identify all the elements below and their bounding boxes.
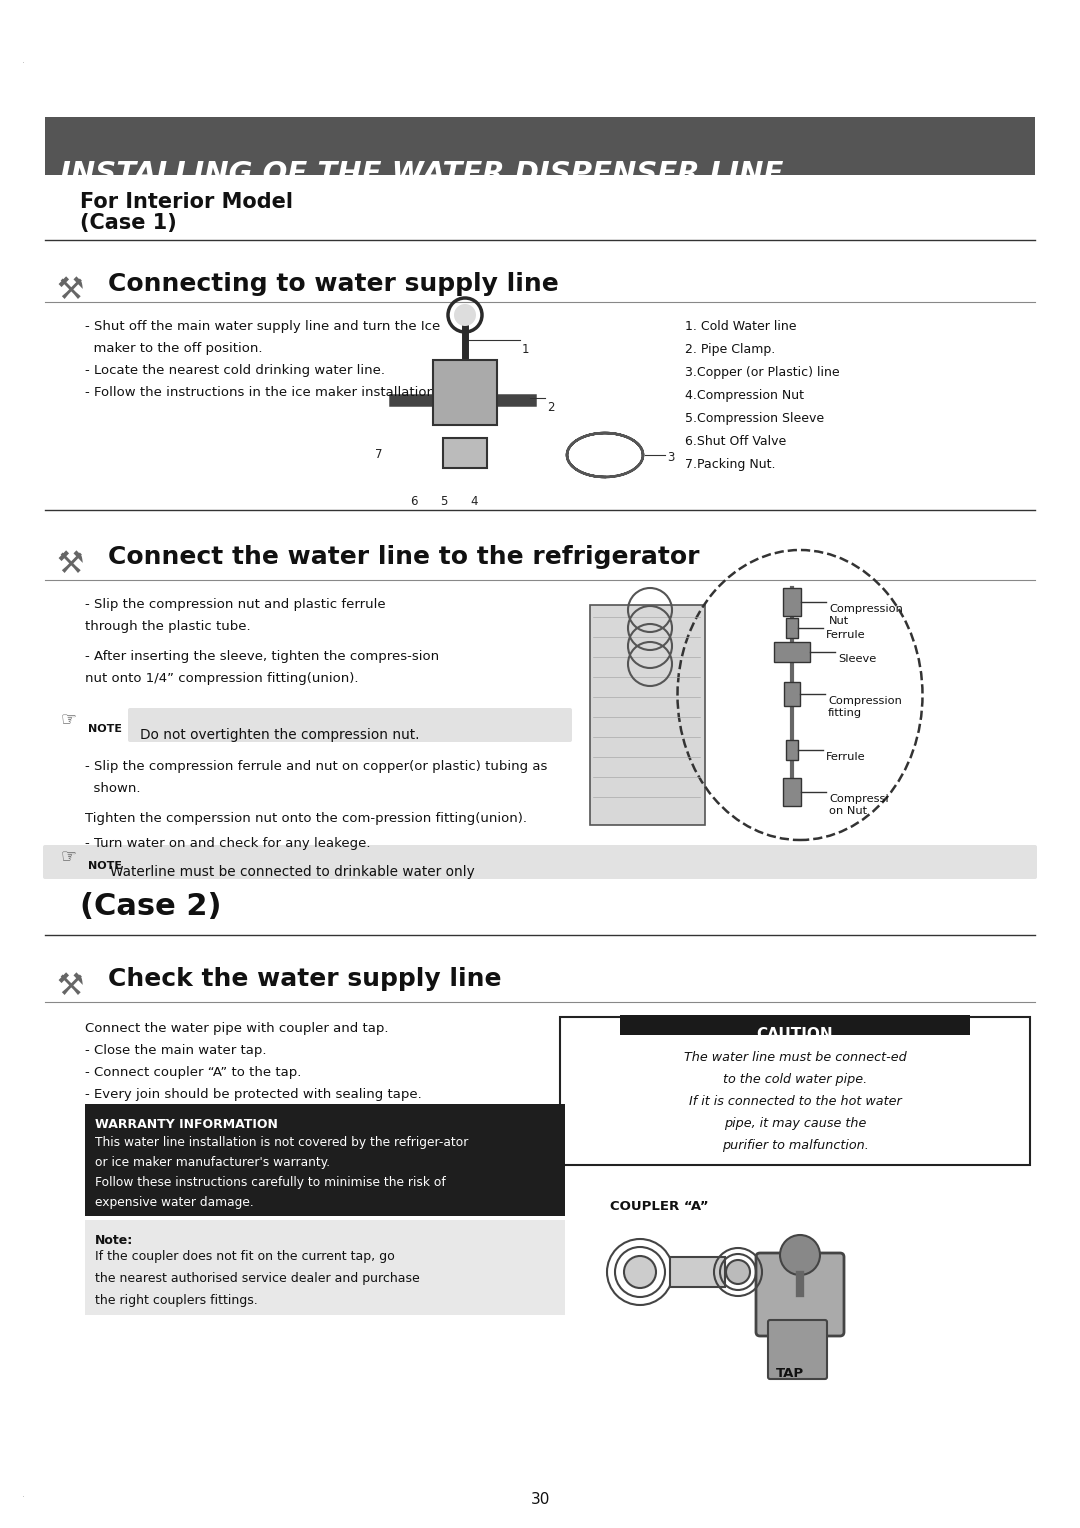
Text: NOTE: NOTE: [87, 724, 122, 733]
Circle shape: [780, 1235, 820, 1274]
Text: ⚒: ⚒: [56, 277, 83, 306]
Text: Waterline must be connected to drinkable water only: Waterline must be connected to drinkable…: [110, 865, 475, 879]
Text: - Close the main water tap.: - Close the main water tap.: [85, 1044, 267, 1057]
FancyBboxPatch shape: [43, 845, 1037, 879]
FancyBboxPatch shape: [433, 361, 497, 425]
Text: 4.Compression Nut: 4.Compression Nut: [685, 390, 804, 402]
Text: Connect the water line to the refrigerator: Connect the water line to the refrigerat…: [108, 545, 700, 568]
Text: to the cold water pipe.: to the cold water pipe.: [723, 1073, 867, 1086]
FancyBboxPatch shape: [774, 642, 810, 662]
FancyBboxPatch shape: [85, 1105, 565, 1216]
Text: pipe, it may cause the: pipe, it may cause the: [724, 1117, 866, 1131]
Text: The water line must be connect-ed: The water line must be connect-ed: [684, 1051, 906, 1063]
FancyBboxPatch shape: [85, 1219, 565, 1316]
Text: ⚒: ⚒: [56, 550, 83, 579]
Text: Connecting to water supply line: Connecting to water supply line: [108, 272, 558, 296]
Text: Sleeve: Sleeve: [838, 654, 876, 665]
Text: - Slip the compression nut and plastic ferrule: - Slip the compression nut and plastic f…: [85, 597, 386, 611]
Circle shape: [454, 304, 476, 325]
Text: INSTALLING OF THE WATER DISPENSER LINE: INSTALLING OF THE WATER DISPENSER LINE: [60, 160, 783, 188]
FancyBboxPatch shape: [786, 740, 798, 759]
Text: the nearest authorised service dealer and purchase: the nearest authorised service dealer an…: [95, 1271, 420, 1285]
Text: Ferrule: Ferrule: [826, 630, 866, 640]
Text: 3: 3: [667, 451, 674, 465]
Text: - Follow the instructions in the ice maker installation kit.: - Follow the instructions in the ice mak…: [85, 387, 460, 399]
Text: Compression
fitting: Compression fitting: [828, 695, 902, 718]
Text: (Case 2): (Case 2): [80, 892, 221, 921]
Text: 6: 6: [410, 495, 418, 507]
Text: 1: 1: [522, 342, 529, 356]
Text: 5: 5: [440, 495, 447, 507]
Text: Compressi
on Nut: Compressi on Nut: [829, 795, 889, 816]
Text: or ice maker manufacturer's warranty.: or ice maker manufacturer's warranty.: [95, 1157, 330, 1169]
Text: CAUTION: CAUTION: [757, 1027, 834, 1042]
Text: If the coupler does not fit on the current tap, go: If the coupler does not fit on the curre…: [95, 1250, 395, 1264]
Text: 7.Packing Nut.: 7.Packing Nut.: [685, 458, 775, 471]
Circle shape: [726, 1261, 750, 1284]
Text: (Case 1): (Case 1): [80, 212, 177, 232]
Text: purifier to malfunction.: purifier to malfunction.: [721, 1138, 868, 1152]
Text: through the plastic tube.: through the plastic tube.: [85, 620, 251, 633]
FancyBboxPatch shape: [129, 707, 572, 743]
Text: ·: ·: [22, 1491, 25, 1502]
Text: This water line installation is not covered by the refriger-ator: This water line installation is not cove…: [95, 1135, 469, 1149]
FancyBboxPatch shape: [783, 588, 801, 616]
FancyBboxPatch shape: [783, 778, 801, 805]
Text: Compression
Nut: Compression Nut: [829, 604, 903, 625]
FancyBboxPatch shape: [443, 439, 487, 468]
Text: Tighten the comperssion nut onto the com-pression fitting(union).: Tighten the comperssion nut onto the com…: [85, 811, 527, 825]
Text: 2: 2: [546, 400, 554, 414]
Text: COUPLER “A”: COUPLER “A”: [610, 1199, 708, 1213]
Text: Note:: Note:: [95, 1235, 133, 1247]
Text: Ferrule: Ferrule: [826, 752, 866, 762]
Text: 4: 4: [470, 495, 477, 507]
Text: 6.Shut Off Valve: 6.Shut Off Valve: [685, 435, 786, 448]
FancyBboxPatch shape: [561, 1018, 1030, 1164]
Text: 7: 7: [375, 448, 382, 461]
Text: For Interior Model: For Interior Model: [80, 193, 293, 212]
Text: Follow these instructions carefully to minimise the risk of: Follow these instructions carefully to m…: [95, 1177, 446, 1189]
Text: 3.Copper (or Plastic) line: 3.Copper (or Plastic) line: [685, 367, 839, 379]
Text: Do not overtighten the compression nut.: Do not overtighten the compression nut.: [140, 727, 419, 743]
Text: - Shut off the main water supply line and turn the Ice: - Shut off the main water supply line an…: [85, 319, 441, 333]
FancyBboxPatch shape: [670, 1258, 725, 1287]
Text: - Every join should be protected with sealing tape.: - Every join should be protected with se…: [85, 1088, 422, 1102]
Text: expensive water damage.: expensive water damage.: [95, 1196, 254, 1209]
Text: - Turn water on and check for any leakege.: - Turn water on and check for any leakeg…: [85, 837, 370, 850]
FancyBboxPatch shape: [590, 605, 705, 825]
Text: Check the water supply line: Check the water supply line: [108, 967, 501, 992]
Text: If it is connected to the hot water: If it is connected to the hot water: [689, 1096, 902, 1108]
Text: - After inserting the sleeve, tighten the compres-sion: - After inserting the sleeve, tighten th…: [85, 649, 440, 663]
Text: shown.: shown.: [85, 782, 140, 795]
Text: ☞: ☞: [60, 847, 76, 865]
Text: TAP: TAP: [775, 1368, 805, 1380]
Text: 30: 30: [530, 1491, 550, 1507]
Text: NOTE: NOTE: [87, 860, 122, 871]
FancyBboxPatch shape: [768, 1320, 827, 1378]
Text: the right couplers fittings.: the right couplers fittings.: [95, 1294, 258, 1306]
Text: - Connect coupler “A” to the tap.: - Connect coupler “A” to the tap.: [85, 1067, 301, 1079]
FancyBboxPatch shape: [784, 681, 800, 706]
Text: WARRANTY INFORMATION: WARRANTY INFORMATION: [95, 1118, 278, 1131]
Text: Connect the water pipe with coupler and tap.: Connect the water pipe with coupler and …: [85, 1022, 389, 1034]
Text: 1. Cold Water line: 1. Cold Water line: [685, 319, 797, 333]
Text: maker to the off position.: maker to the off position.: [85, 342, 262, 354]
Text: ·: ·: [22, 58, 25, 69]
Text: 5.Compression Sleeve: 5.Compression Sleeve: [685, 413, 824, 425]
FancyBboxPatch shape: [45, 118, 1035, 176]
Text: - Slip the compression ferrule and nut on copper(or plastic) tubing as: - Slip the compression ferrule and nut o…: [85, 759, 548, 773]
FancyBboxPatch shape: [786, 617, 798, 639]
Text: - Locate the nearest cold drinking water line.: - Locate the nearest cold drinking water…: [85, 364, 384, 377]
Circle shape: [624, 1256, 656, 1288]
FancyBboxPatch shape: [756, 1253, 843, 1335]
Text: nut onto 1/4” compression fitting(union).: nut onto 1/4” compression fitting(union)…: [85, 672, 359, 685]
Text: ⚒: ⚒: [56, 972, 83, 1001]
FancyBboxPatch shape: [620, 1015, 970, 1034]
Text: ☞: ☞: [60, 711, 76, 727]
Text: 2. Pipe Clamp.: 2. Pipe Clamp.: [685, 342, 775, 356]
